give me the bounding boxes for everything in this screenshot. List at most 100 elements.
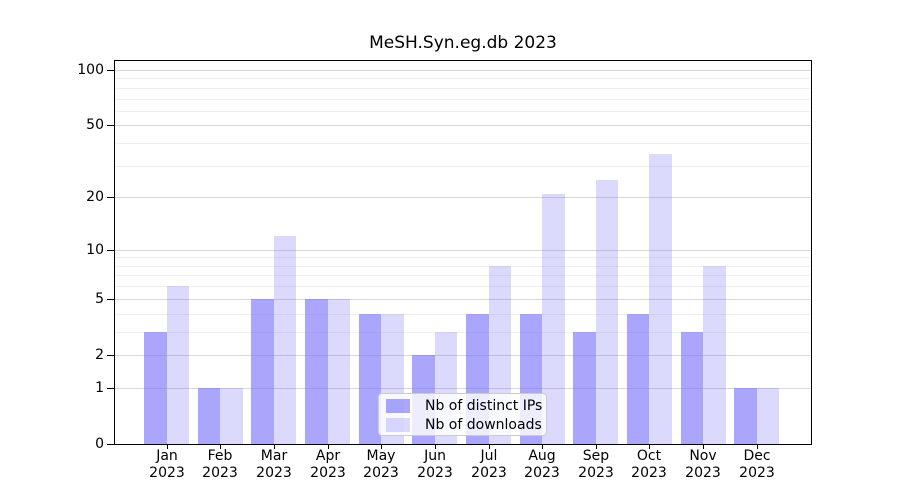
y-tick-label-1: 1 bbox=[95, 380, 104, 396]
x-tick-month-mar: Mar bbox=[260, 448, 288, 464]
x-tick-month-jan: Jan bbox=[156, 448, 178, 464]
x-tick-dec bbox=[757, 445, 758, 449]
x-tick-label-jun: Jun 2023 bbox=[405, 448, 465, 482]
y-tick-1 bbox=[107, 388, 114, 389]
bar-downloads-mar bbox=[273, 236, 297, 444]
gridline-major-100 bbox=[115, 69, 811, 71]
x-tick-mar bbox=[274, 445, 275, 449]
bar-ips-feb bbox=[197, 387, 221, 444]
gridline-minor-6 bbox=[115, 285, 811, 287]
y-tick-label-2: 2 bbox=[95, 347, 104, 363]
x-tick-apr bbox=[328, 445, 329, 449]
bar-ips-nov bbox=[680, 331, 704, 444]
x-tick-jul bbox=[489, 445, 490, 449]
x-tick-month-dec: Dec bbox=[743, 448, 771, 464]
bar-ips-sep bbox=[573, 331, 596, 444]
x-tick-label-mar: Mar 2023 bbox=[244, 448, 304, 482]
x-tick-year-oct: 2023 bbox=[631, 465, 667, 481]
legend-entry-ips: Nb of distinct IPs bbox=[379, 396, 546, 415]
gridline-major-20 bbox=[115, 196, 811, 198]
x-tick-year-apr: 2023 bbox=[310, 465, 346, 481]
x-tick-aug bbox=[542, 445, 543, 449]
y-tick-label-5: 5 bbox=[95, 291, 104, 307]
y-tick-label-50: 50 bbox=[86, 117, 104, 133]
y-tick-label-100: 100 bbox=[77, 62, 104, 78]
gridline-minor-80 bbox=[115, 87, 811, 89]
x-tick-year-feb: 2023 bbox=[202, 465, 238, 481]
gridline-minor-4 bbox=[115, 313, 811, 315]
gridline-minor-30 bbox=[115, 165, 811, 167]
x-tick-label-may: May 2023 bbox=[351, 448, 411, 482]
bar-downloads-dec bbox=[756, 387, 780, 444]
bar-downloads-feb bbox=[220, 387, 243, 444]
x-tick-year-jul: 2023 bbox=[471, 465, 507, 481]
x-tick-label-dec: Dec 2023 bbox=[727, 448, 787, 482]
x-tick-label-apr: Apr 2023 bbox=[298, 448, 358, 482]
x-tick-label-nov: Nov 2023 bbox=[673, 448, 733, 482]
gridline-major-10 bbox=[115, 249, 811, 251]
legend-label-downloads: Nb of downloads bbox=[425, 416, 542, 433]
x-tick-month-aug: Aug bbox=[528, 448, 556, 464]
bar-downloads-oct bbox=[649, 153, 672, 444]
gridline-minor-3 bbox=[115, 331, 811, 333]
y-tick-5 bbox=[107, 299, 114, 300]
gridline-minor-90 bbox=[115, 77, 811, 79]
x-tick-nov bbox=[703, 445, 704, 449]
gridline-minor-70 bbox=[115, 98, 811, 100]
x-tick-month-feb: Feb bbox=[207, 448, 233, 464]
x-tick-month-apr: Apr bbox=[315, 448, 341, 464]
plot-area bbox=[114, 60, 812, 445]
gridline-major-2 bbox=[115, 354, 811, 356]
legend-swatch-ips bbox=[386, 398, 410, 413]
gridline-major-1 bbox=[115, 387, 811, 389]
x-tick-label-jan: Jan 2023 bbox=[137, 448, 197, 482]
y-tick-50 bbox=[107, 125, 114, 126]
x-tick-month-sep: Sep bbox=[582, 448, 610, 464]
x-tick-may bbox=[381, 445, 382, 449]
x-tick-sep bbox=[596, 445, 597, 449]
x-tick-year-jan: 2023 bbox=[149, 465, 185, 481]
bar-ips-jan bbox=[144, 331, 167, 444]
x-tick-label-sep: Sep 2023 bbox=[566, 448, 626, 482]
y-tick-label-20: 20 bbox=[86, 189, 104, 205]
gridline-minor-60 bbox=[115, 110, 811, 112]
gridline-major-50 bbox=[115, 124, 811, 126]
gridline-minor-8 bbox=[115, 265, 811, 267]
bar-downloads-apr bbox=[327, 298, 351, 444]
chart-title: MeSH.Syn.eg.db 2023 bbox=[369, 33, 557, 53]
x-tick-year-mar: 2023 bbox=[256, 465, 292, 481]
gridline-minor-7 bbox=[115, 274, 811, 276]
legend-label-ips: Nb of distinct IPs bbox=[425, 397, 543, 414]
bar-ips-oct bbox=[626, 313, 650, 444]
gridline-major-5 bbox=[115, 298, 811, 300]
x-tick-label-jul: Jul 2023 bbox=[459, 448, 519, 482]
bar-ips-may bbox=[358, 313, 382, 444]
x-tick-year-may: 2023 bbox=[363, 465, 399, 481]
y-tick-20 bbox=[107, 197, 114, 198]
x-tick-label-aug: Aug 2023 bbox=[512, 448, 572, 482]
x-tick-month-nov: Nov bbox=[689, 448, 717, 464]
y-tick-10 bbox=[107, 250, 114, 251]
y-tick-label-10: 10 bbox=[86, 242, 104, 258]
x-tick-jun bbox=[435, 445, 436, 449]
x-tick-year-nov: 2023 bbox=[685, 465, 721, 481]
x-tick-oct bbox=[649, 445, 650, 449]
bar-downloads-aug bbox=[542, 193, 565, 444]
gridline-minor-9 bbox=[115, 256, 811, 258]
x-tick-year-sep: 2023 bbox=[578, 465, 614, 481]
x-tick-year-aug: 2023 bbox=[524, 465, 560, 481]
bar-downloads-nov bbox=[703, 265, 726, 444]
bar-ips-mar bbox=[251, 298, 274, 444]
x-tick-year-jun: 2023 bbox=[417, 465, 453, 481]
legend-swatch-downloads bbox=[386, 417, 410, 432]
bar-downloads-sep bbox=[595, 179, 619, 444]
x-tick-month-jun: Jun bbox=[424, 448, 446, 464]
x-tick-jan bbox=[167, 445, 168, 449]
x-tick-year-dec: 2023 bbox=[739, 465, 775, 481]
gridline-minor-40 bbox=[115, 142, 811, 144]
x-tick-label-oct: Oct 2023 bbox=[619, 448, 679, 482]
x-tick-month-may: May bbox=[366, 448, 396, 464]
y-tick-label-0: 0 bbox=[95, 436, 104, 452]
x-tick-feb bbox=[220, 445, 221, 449]
